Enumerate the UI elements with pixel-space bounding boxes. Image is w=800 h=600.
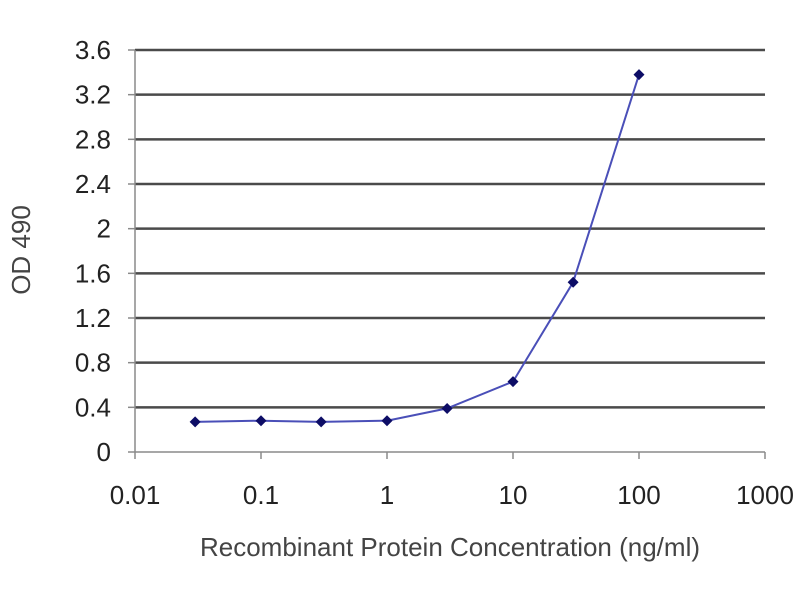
series-line <box>195 74 640 423</box>
y-tick-label: 0 <box>97 437 111 467</box>
y-tick-label: 0.4 <box>75 392 111 422</box>
y-tick-label: 2.8 <box>75 124 111 154</box>
y-tick-label: 3.2 <box>75 80 111 110</box>
axes <box>128 49 766 459</box>
y-tick-label: 2.4 <box>75 169 111 199</box>
y-tick-label: 2 <box>97 214 111 244</box>
series <box>189 69 645 428</box>
data-point <box>441 402 453 414</box>
x-tick-label: 0.01 <box>110 480 161 510</box>
y-tick-label: 1.2 <box>75 303 111 333</box>
x-axis-title: Recombinant Protein Concentration (ng/ml… <box>200 532 700 562</box>
data-point <box>189 416 201 428</box>
x-tick-label: 10 <box>499 480 528 510</box>
x-tick-label: 100 <box>617 480 660 510</box>
data-point <box>255 415 267 427</box>
data-point <box>507 376 519 388</box>
data-point <box>567 276 579 288</box>
y-tick-label: 3.6 <box>75 35 111 65</box>
data-point <box>381 415 393 427</box>
x-tick-label: 1000 <box>736 480 794 510</box>
x-tick-labels: 0.01 0.1 1 10 100 1000 <box>110 480 794 510</box>
x-tick-label: 0.1 <box>243 480 279 510</box>
grid-lines <box>135 48 765 409</box>
y-tick-label: 0.8 <box>75 348 111 378</box>
y-axis-title: OD 490 <box>6 205 36 295</box>
data-point <box>633 69 645 81</box>
y-tick-label: 1.6 <box>75 258 111 288</box>
data-point <box>315 416 327 428</box>
y-tick-labels: 0 0.4 0.8 1.2 1.6 2 2.4 2.8 3.2 3.6 <box>75 35 111 467</box>
x-tick-label: 1 <box>380 480 394 510</box>
